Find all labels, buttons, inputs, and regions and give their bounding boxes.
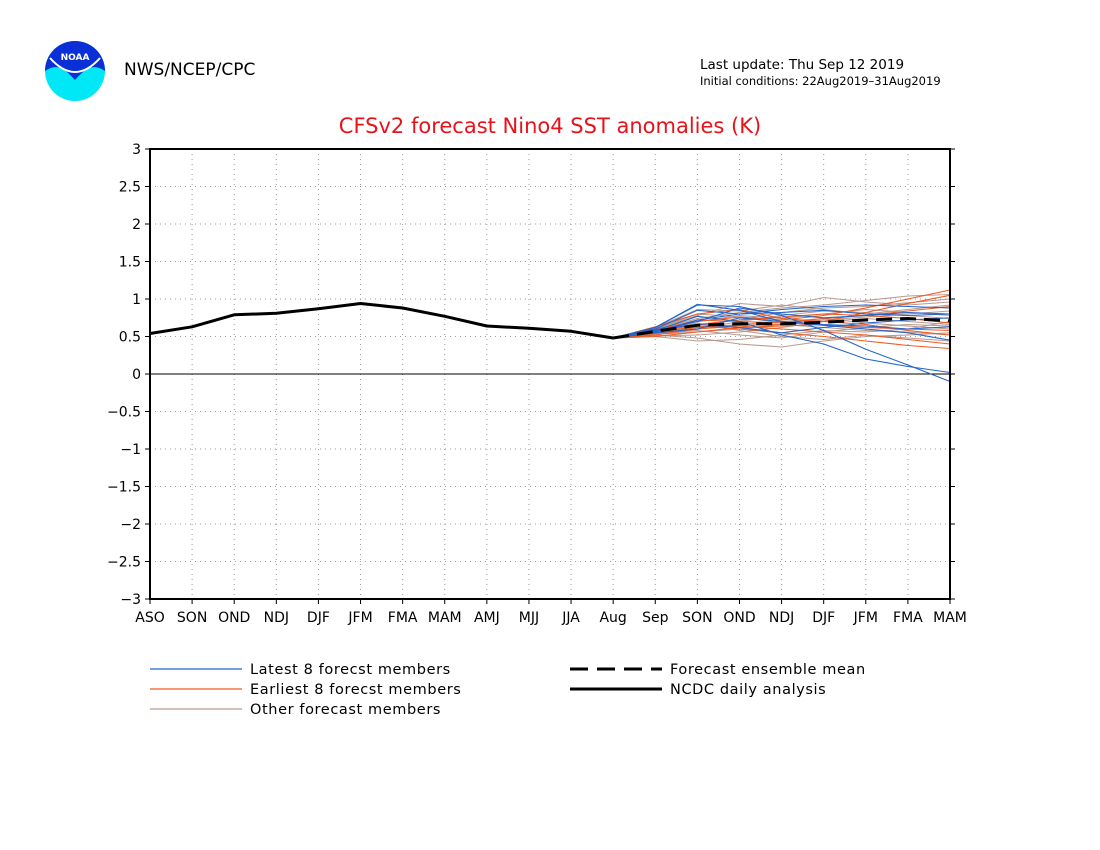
y-tick-label: 2.5 (119, 180, 141, 196)
forecast-member-line (613, 304, 951, 339)
legend: Latest 8 forecst members Earliest 8 forec… (150, 662, 866, 718)
noaa-logo-icon: NOAA (45, 41, 105, 101)
x-tick-label: DJF (812, 610, 835, 626)
forecast-member-line (613, 309, 951, 339)
y-tick-label: −1.5 (107, 480, 141, 496)
agency-label: NWS/NCEP/CPC (124, 60, 256, 80)
y-tick-label: −3 (120, 592, 141, 608)
x-tick-label: JFM (853, 610, 878, 626)
x-tick-label: MAM (933, 610, 967, 626)
forecast-member-line (613, 303, 951, 339)
x-tick-label: MJJ (519, 610, 539, 626)
legend-label: Other forecast members (250, 702, 441, 718)
forecast-member-line (613, 325, 951, 345)
y-tick-label: 3 (132, 142, 141, 158)
forecast-member-line (613, 296, 951, 339)
x-tick-label: OND (218, 610, 250, 626)
x-tick-label: Aug (599, 610, 626, 626)
x-tick-label: SON (682, 610, 712, 626)
x-tick-label: MAM (428, 610, 462, 626)
y-tick-label: −2.5 (107, 555, 141, 571)
legend-label: Earliest 8 forecst members (250, 682, 461, 698)
chart-title: CFSv2 forecast Nino4 SST anomalies (K) (338, 114, 762, 138)
latest-members-layer (613, 303, 951, 383)
x-tick-label: FMA (388, 610, 418, 626)
forecast-member-line (613, 315, 951, 374)
legend-label: Latest 8 forecst members (250, 662, 451, 678)
analysis-layer (149, 302, 614, 340)
x-axis-ticks: ASO SON OND NDJ DJF JFM FMA MAM AMJ MJJ JJA Aug Sep S… (135, 599, 967, 626)
noaa-logo-text: NOAA (61, 53, 90, 63)
x-tick-label: Sep (642, 610, 669, 626)
x-tick-label: AMJ (474, 610, 500, 626)
x-tick-label: NDJ (769, 610, 794, 626)
y-tick-label: −2 (120, 517, 141, 533)
last-update-label: Last update: Thu Sep 12 2019 (700, 57, 905, 73)
y-tick-label: 2 (132, 217, 141, 233)
legend-label: NCDC daily analysis (670, 682, 826, 698)
x-tick-label: NDJ (264, 610, 289, 626)
analysis-line (149, 302, 614, 340)
y-tick-label: −0.5 (107, 405, 141, 421)
ensemble-mean-line (612, 317, 951, 340)
y-axis-ticks: 3 2.5 2 1.5 1 0.5 0 −0.5 −1 −1.5 −2 −2.5 −3 (107, 142, 955, 608)
ensemble-mean-layer (612, 317, 951, 340)
y-tick-label: 1.5 (119, 255, 141, 271)
x-tick-label: DJF (307, 610, 330, 626)
y-tick-label: 0 (132, 367, 141, 383)
legend-label: Forecast ensemble mean (670, 662, 866, 678)
x-tick-label: SON (177, 610, 207, 626)
x-tick-label: JFM (347, 610, 372, 626)
x-tick-label: OND (723, 610, 755, 626)
x-tick-label: JJA (561, 610, 580, 626)
initial-conditions-label: Initial conditions: 22Aug2019–31Aug2019 (700, 74, 941, 88)
x-tick-label: FMA (893, 610, 923, 626)
y-tick-label: −1 (120, 442, 141, 458)
x-tick-label: ASO (135, 610, 164, 626)
y-tick-label: 0.5 (119, 330, 141, 346)
y-tick-label: 1 (132, 292, 141, 308)
